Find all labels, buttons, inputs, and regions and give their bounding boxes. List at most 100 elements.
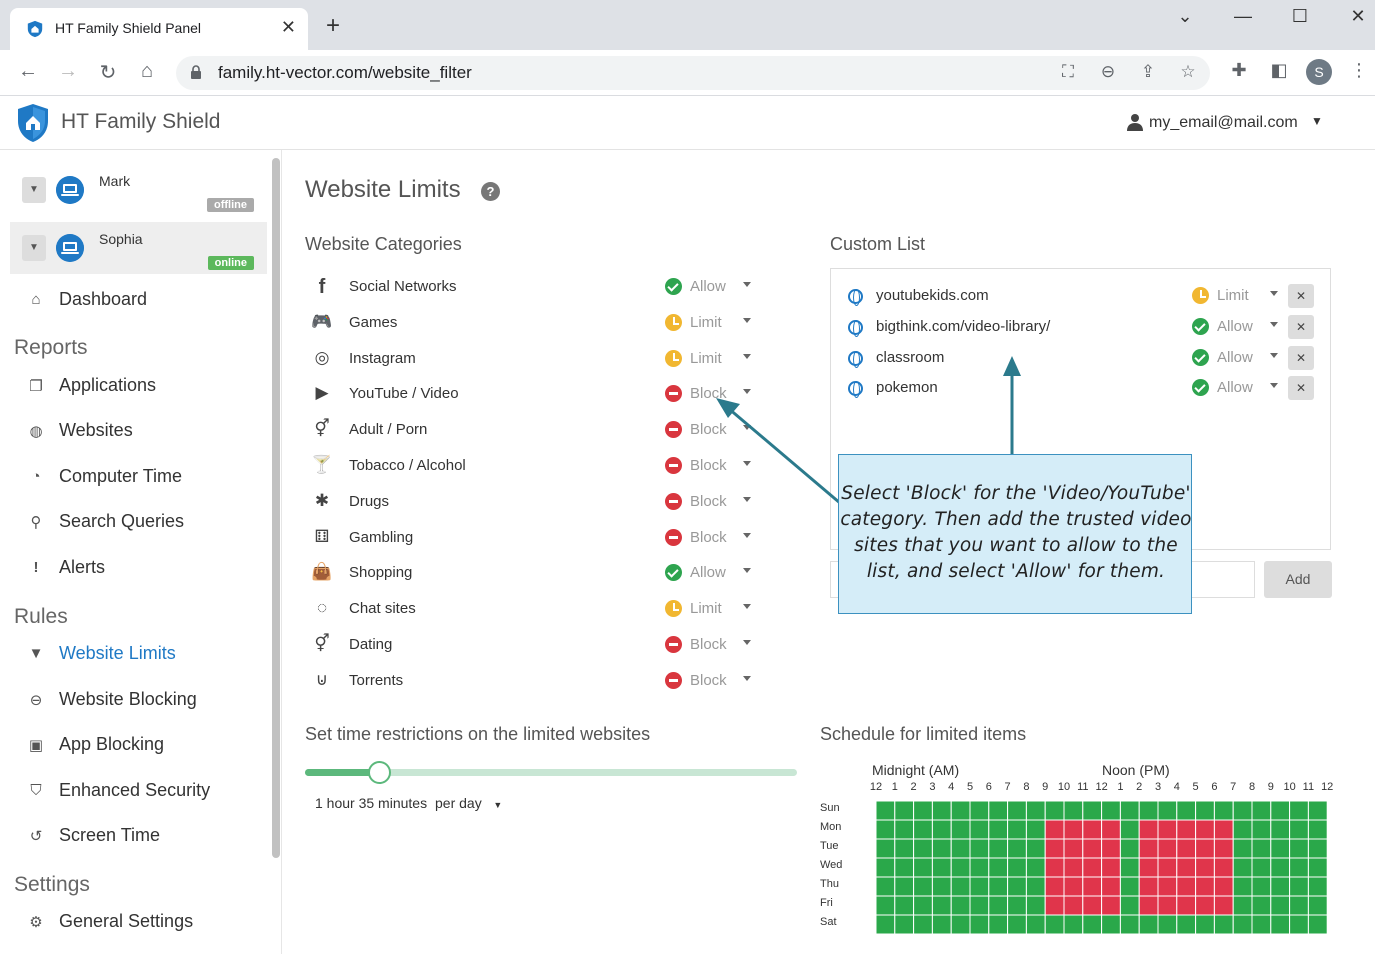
schedule-cell[interactable]: [1157, 876, 1178, 897]
back-icon[interactable]: ←: [18, 60, 38, 82]
schedule-cell[interactable]: [1270, 801, 1291, 821]
schedule-cell[interactable]: [931, 895, 952, 916]
schedule-cell[interactable]: [1119, 895, 1140, 916]
device-mark[interactable]: ▼ Mark offline: [10, 164, 267, 216]
schedule-cell[interactable]: [1044, 801, 1065, 821]
schedule-cell[interactable]: [1270, 838, 1291, 859]
close-window-icon[interactable]: ✕: [1350, 6, 1366, 26]
schedule-cell[interactable]: [1138, 801, 1159, 821]
schedule-cell[interactable]: [1270, 819, 1291, 840]
schedule-cell[interactable]: [1289, 801, 1309, 821]
schedule-cell[interactable]: [1063, 857, 1084, 878]
schedule-cell[interactable]: [1307, 819, 1327, 840]
schedule-cell[interactable]: [1138, 838, 1159, 859]
schedule-cell[interactable]: [1176, 914, 1197, 934]
time-slider-track[interactable]: [305, 769, 797, 776]
close-tab-icon[interactable]: ✕: [280, 17, 296, 37]
schedule-cell[interactable]: [1251, 819, 1272, 840]
schedule-cell[interactable]: [988, 895, 1009, 916]
browser-menu-icon[interactable]: ⋮: [1350, 60, 1368, 80]
schedule-cell[interactable]: [1157, 838, 1178, 859]
schedule-cell[interactable]: [913, 801, 933, 821]
schedule-cell[interactable]: [1063, 895, 1084, 916]
schedule-cell[interactable]: [913, 857, 933, 878]
home-icon[interactable]: ⌂: [140, 60, 154, 82]
schedule-cell[interactable]: [1007, 914, 1027, 934]
schedule-cell[interactable]: [1270, 876, 1291, 897]
schedule-cell[interactable]: [1063, 801, 1084, 821]
schedule-cell[interactable]: [876, 914, 896, 934]
schedule-cell[interactable]: [876, 876, 896, 897]
schedule-cell[interactable]: [1119, 838, 1140, 859]
schedule-cell[interactable]: [969, 914, 990, 934]
schedule-cell[interactable]: [1138, 876, 1159, 897]
schedule-cell[interactable]: [894, 838, 915, 859]
schedule-cell[interactable]: [1195, 876, 1215, 897]
schedule-cell[interactable]: [1213, 819, 1234, 840]
schedule-cell[interactable]: [1195, 819, 1215, 840]
schedule-cell[interactable]: [988, 914, 1009, 934]
schedule-cell[interactable]: [1044, 857, 1065, 878]
schedule-cell[interactable]: [1232, 857, 1253, 878]
schedule-cell[interactable]: [1044, 895, 1065, 916]
schedule-cell[interactable]: [1082, 838, 1103, 859]
schedule-cell[interactable]: [969, 876, 990, 897]
schedule-cell[interactable]: [950, 857, 971, 878]
schedule-cell[interactable]: [1157, 801, 1178, 821]
schedule-cell[interactable]: [1289, 876, 1309, 897]
schedule-cell[interactable]: [950, 819, 971, 840]
schedule-cell[interactable]: [1157, 895, 1178, 916]
schedule-cell[interactable]: [1213, 801, 1234, 821]
schedule-cell[interactable]: [1044, 819, 1065, 840]
schedule-cell[interactable]: [913, 838, 933, 859]
schedule-cell[interactable]: [1138, 914, 1159, 934]
schedule-cell[interactable]: [969, 838, 990, 859]
schedule-cell[interactable]: [1251, 801, 1272, 821]
user-menu-caret-icon[interactable]: ▼: [1311, 114, 1323, 128]
schedule-cell[interactable]: [1289, 857, 1309, 878]
schedule-cell[interactable]: [1232, 819, 1253, 840]
schedule-cell[interactable]: [1176, 895, 1197, 916]
schedule-cell[interactable]: [969, 857, 990, 878]
device-dropdown-icon[interactable]: ▼: [22, 177, 46, 203]
browser-tab[interactable]: HT Family Shield Panel ✕: [10, 8, 308, 50]
schedule-cell[interactable]: [913, 876, 933, 897]
schedule-cell[interactable]: [1232, 801, 1253, 821]
time-slider-handle[interactable]: [367, 761, 391, 784]
schedule-cell[interactable]: [988, 876, 1009, 897]
schedule-cell[interactable]: [1307, 857, 1327, 878]
tab-search-icon[interactable]: ⌄: [1177, 6, 1193, 26]
schedule-cell[interactable]: [931, 914, 952, 934]
schedule-cell[interactable]: [1195, 895, 1215, 916]
schedule-cell[interactable]: [1101, 838, 1121, 859]
schedule-cell[interactable]: [1307, 914, 1327, 934]
schedule-cell[interactable]: [1101, 914, 1121, 934]
schedule-cell[interactable]: [988, 801, 1009, 821]
schedule-cell[interactable]: [913, 895, 933, 916]
schedule-cell[interactable]: [1138, 819, 1159, 840]
help-icon[interactable]: ?: [481, 182, 500, 201]
schedule-cell[interactable]: [1195, 838, 1215, 859]
schedule-cell[interactable]: [1213, 838, 1234, 859]
schedule-cell[interactable]: [950, 876, 971, 897]
schedule-cell[interactable]: [1082, 857, 1103, 878]
sidebar-scrollbar[interactable]: [272, 158, 280, 858]
add-button[interactable]: Add: [1264, 561, 1332, 598]
schedule-cell[interactable]: [1063, 819, 1084, 840]
schedule-cell[interactable]: [1176, 838, 1197, 859]
schedule-cell[interactable]: [1138, 857, 1159, 878]
schedule-cell[interactable]: [1307, 876, 1327, 897]
schedule-cell[interactable]: [1176, 876, 1197, 897]
schedule-cell[interactable]: [876, 838, 896, 859]
schedule-cell[interactable]: [969, 895, 990, 916]
remove-item-button[interactable]: ✕: [1288, 314, 1314, 339]
schedule-cell[interactable]: [894, 895, 915, 916]
new-tab-icon[interactable]: +: [326, 12, 341, 39]
schedule-cell[interactable]: [1176, 857, 1197, 878]
schedule-cell[interactable]: [1044, 914, 1065, 934]
schedule-cell[interactable]: [1007, 857, 1027, 878]
schedule-cell[interactable]: [894, 819, 915, 840]
device-sophia[interactable]: ▼ Sophia online: [10, 222, 267, 274]
schedule-cell[interactable]: [931, 857, 952, 878]
schedule-cell[interactable]: [1213, 895, 1234, 916]
